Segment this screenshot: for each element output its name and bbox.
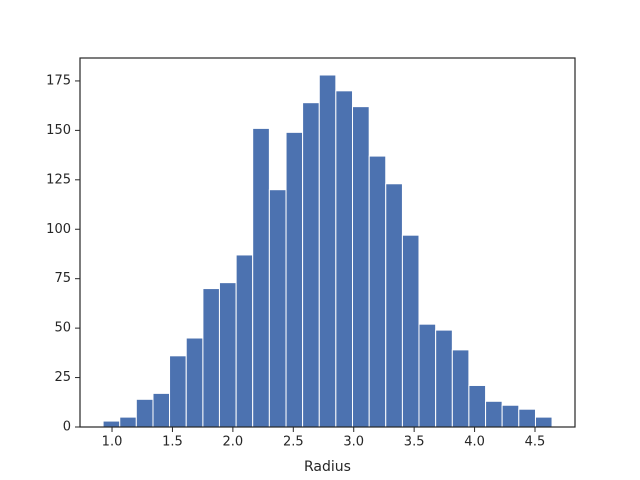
bar — [202, 288, 220, 428]
x-tick-label: 1.0 — [102, 435, 123, 450]
y-tick-label: 75 — [54, 271, 71, 286]
y-tick-label: 0 — [63, 420, 71, 435]
bar — [534, 416, 553, 428]
bar — [169, 355, 187, 428]
x-tick-label: 4.0 — [464, 435, 485, 450]
bar — [135, 398, 154, 428]
x-axis-label: Radius — [304, 459, 351, 475]
bar — [368, 155, 387, 428]
bar — [318, 74, 337, 428]
bar — [352, 106, 370, 428]
bar — [501, 404, 520, 428]
bar — [468, 384, 487, 428]
bar — [418, 323, 437, 428]
x-tick-label: 2.0 — [223, 435, 244, 450]
bar — [268, 189, 287, 428]
bar — [385, 183, 403, 428]
bar — [335, 90, 354, 428]
y-tick-label: 100 — [46, 222, 71, 237]
bar — [119, 416, 137, 428]
bar — [451, 349, 470, 428]
y-tick-label: 125 — [46, 172, 71, 187]
x-tick-label: 1.5 — [162, 435, 183, 450]
plot-frame — [79, 57, 576, 428]
bar — [401, 234, 420, 428]
x-tick-label: 2.5 — [283, 435, 304, 450]
bar — [218, 282, 237, 428]
x-tick-label: 4.5 — [525, 435, 546, 450]
y-tick-label: 50 — [54, 321, 71, 336]
bar — [102, 420, 121, 428]
bar — [285, 131, 304, 428]
bar — [235, 254, 254, 428]
bar — [435, 329, 453, 428]
bar — [185, 337, 204, 428]
y-tick-label: 25 — [54, 370, 71, 385]
bar — [485, 400, 503, 428]
bar — [302, 102, 320, 428]
bar — [152, 392, 171, 428]
x-tick-label: 3.0 — [343, 435, 364, 450]
x-tick-label: 3.5 — [404, 435, 425, 450]
y-tick-label: 150 — [46, 123, 71, 138]
bar — [518, 408, 536, 428]
y-tick-label: 175 — [46, 73, 71, 88]
bar — [252, 127, 270, 428]
